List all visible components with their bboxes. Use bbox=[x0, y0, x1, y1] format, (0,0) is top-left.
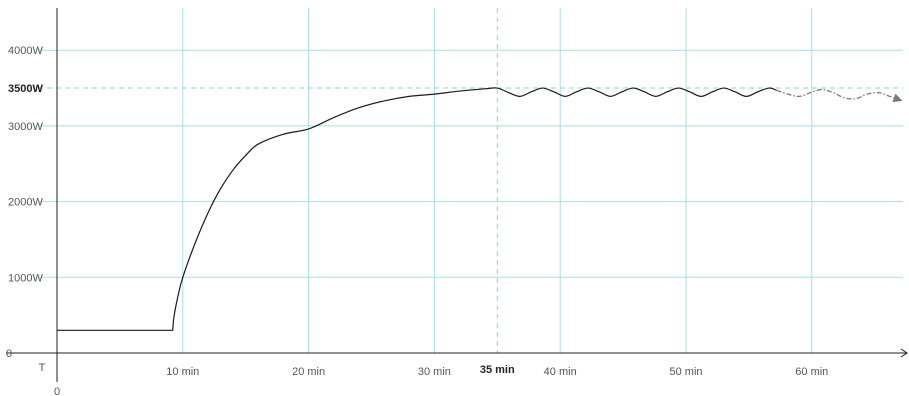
x-tick-label: 20 min bbox=[292, 366, 325, 378]
origin-label-y: 0 bbox=[6, 348, 12, 360]
y-tick-label: 4000W bbox=[8, 45, 43, 57]
x-tick-label: 50 min bbox=[669, 366, 702, 378]
y-tick-label: 1000W bbox=[8, 272, 43, 284]
y-tick-label: 3000W bbox=[8, 121, 43, 133]
reference-label-3500w: 3500W bbox=[8, 83, 43, 95]
y-tick-label: 2000W bbox=[8, 197, 43, 209]
tick-labels: 10 min 20 min 30 min 40 min 50 min 60 min 1000… bbox=[6, 45, 828, 396]
reference-label-35min: 35 min bbox=[480, 364, 515, 376]
projection-arrowhead bbox=[892, 93, 903, 103]
grid-lines bbox=[38, 8, 903, 353]
series-group bbox=[56, 87, 903, 331]
reference-lines bbox=[38, 8, 903, 353]
axes bbox=[6, 8, 908, 382]
x-axis-arrow bbox=[900, 348, 908, 358]
power-curve-line bbox=[56, 87, 777, 331]
x-tick-label: 10 min bbox=[166, 366, 199, 378]
x-tick-label: 40 min bbox=[544, 366, 577, 378]
origin-label-x: 0 bbox=[54, 386, 60, 396]
projected-power-line bbox=[776, 88, 903, 102]
x-tick-label: 60 min bbox=[795, 366, 828, 378]
time-axis-label: T bbox=[39, 362, 46, 374]
x-tick-label: 30 min bbox=[418, 366, 451, 378]
